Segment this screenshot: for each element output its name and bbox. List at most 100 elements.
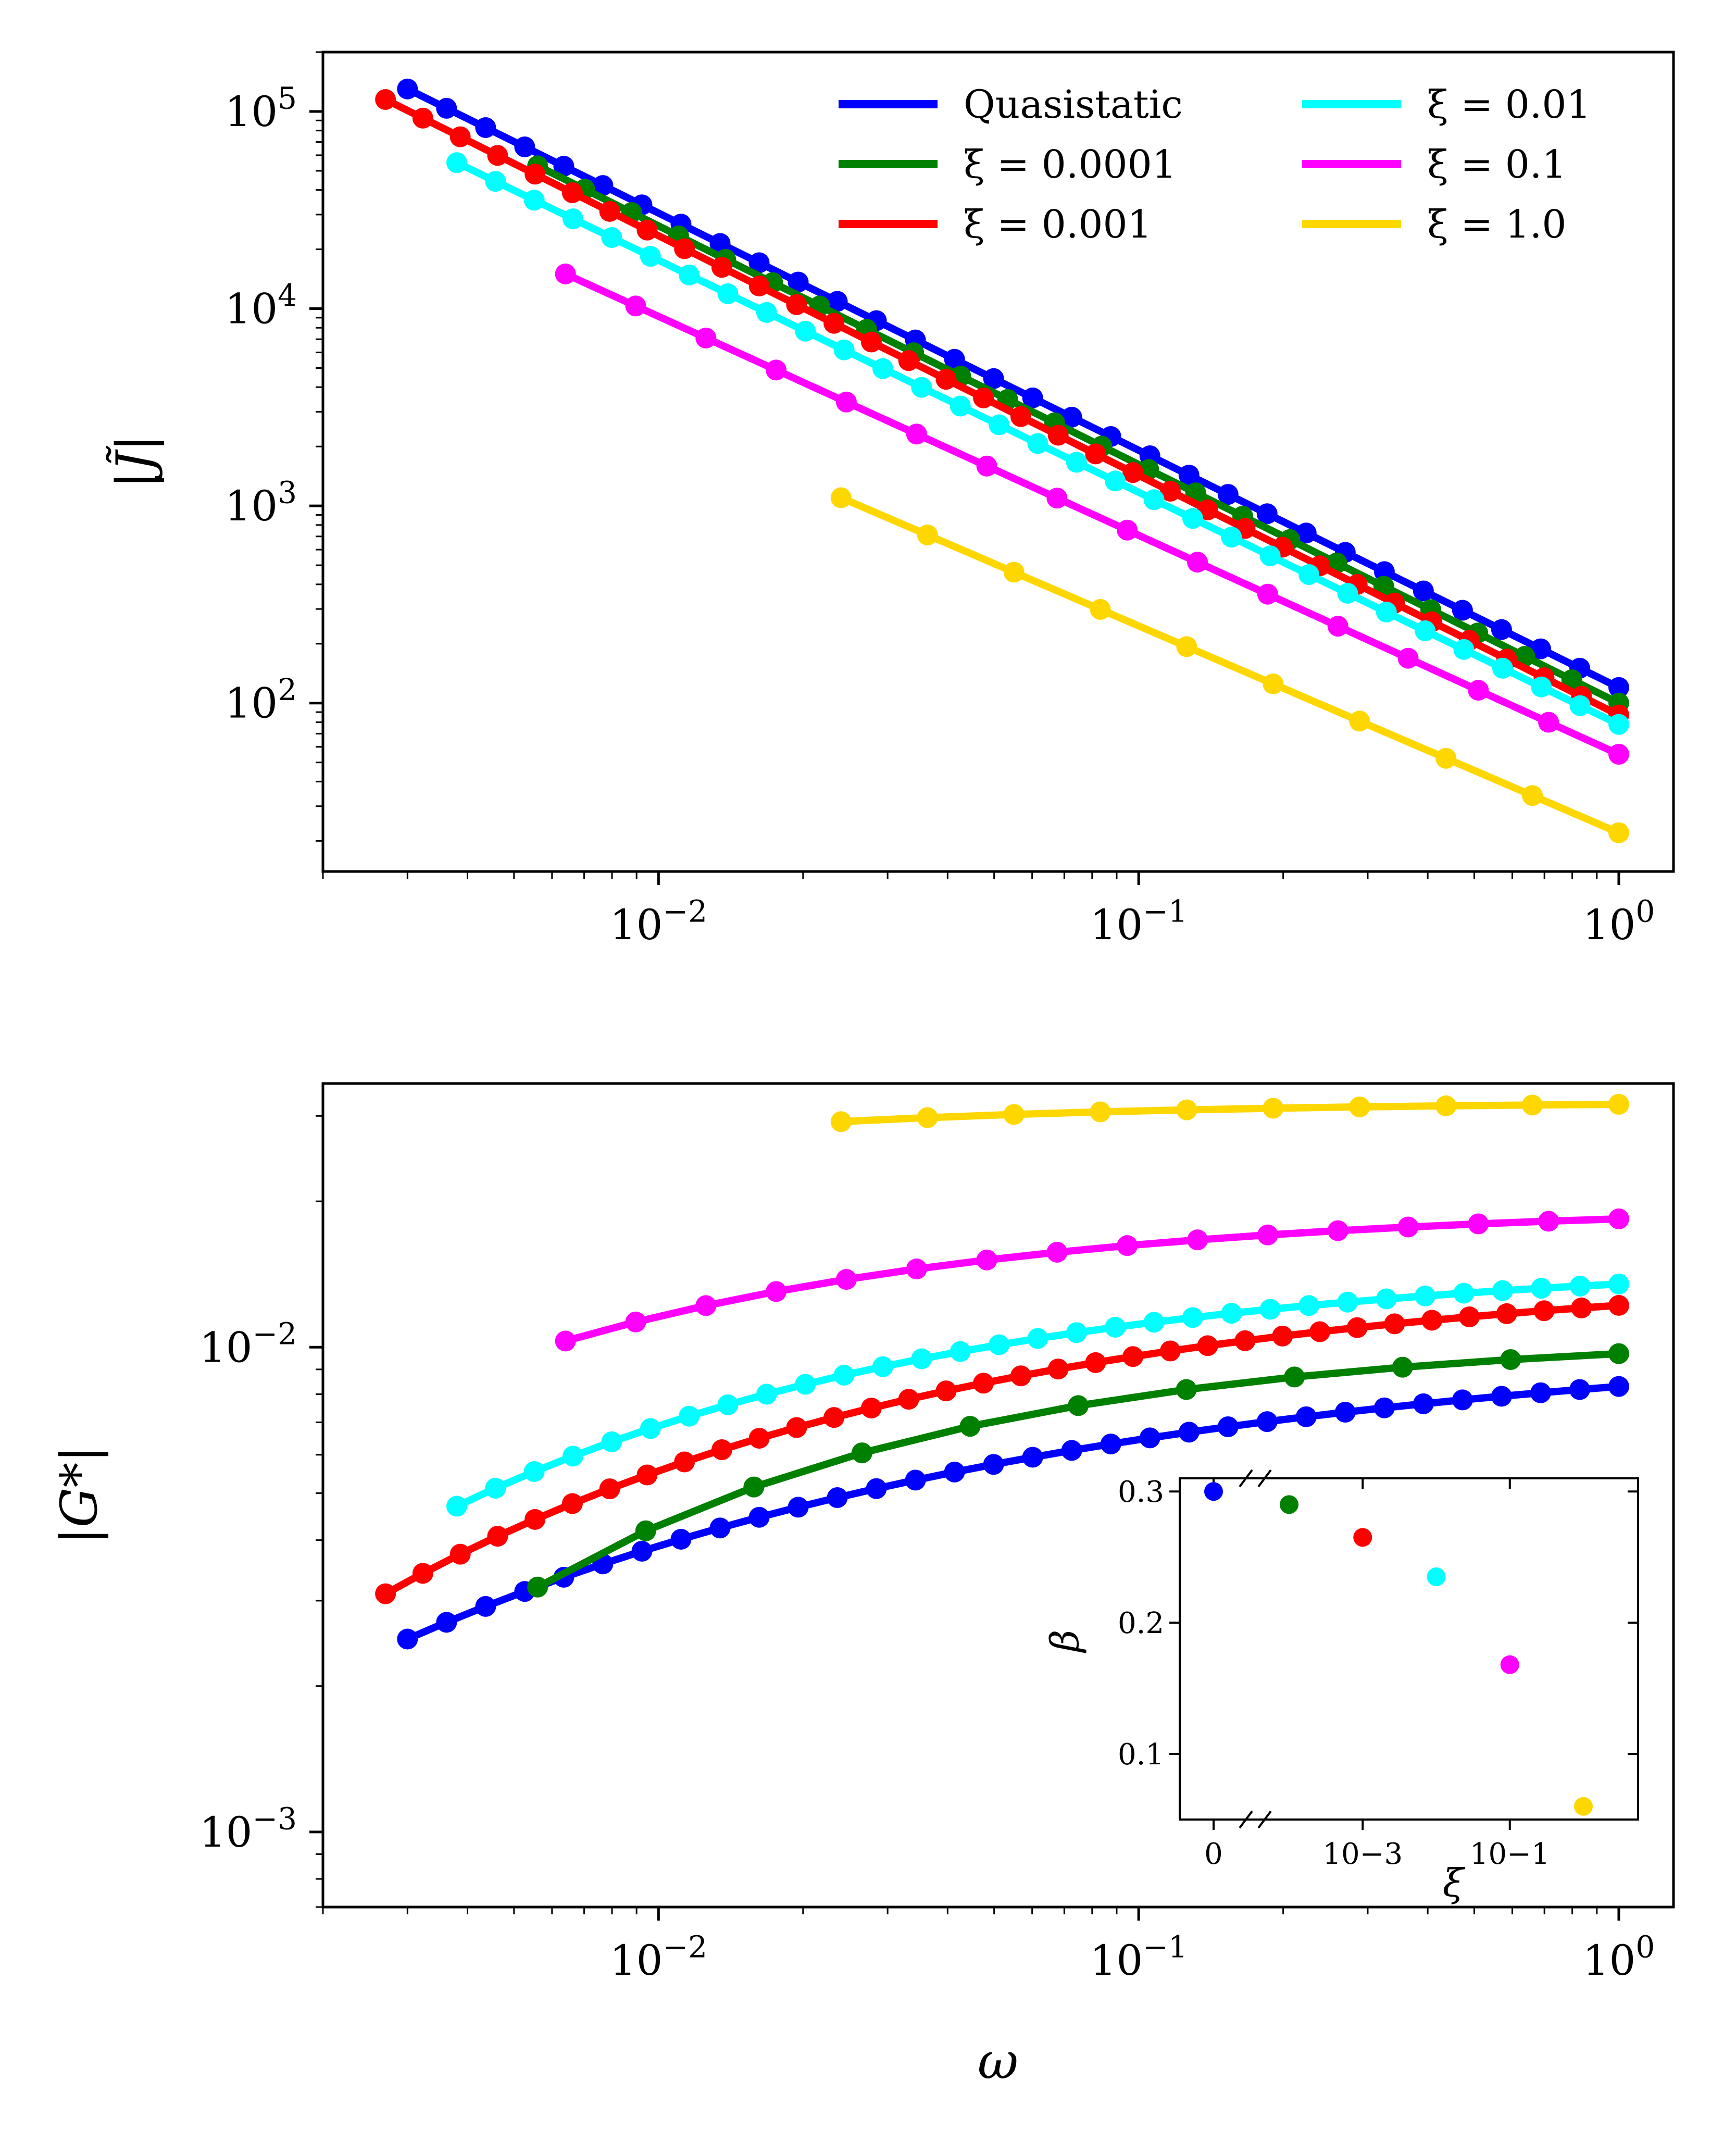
legend-item: ξ = 0.1	[1302, 142, 1567, 187]
bottom-x-tick-label: 100	[1583, 1929, 1655, 1985]
bottom-data-point	[1027, 1328, 1048, 1349]
bottom-data-point	[1259, 1299, 1281, 1320]
bottom-data-point	[631, 1540, 653, 1562]
bottom-data-point	[1010, 1365, 1031, 1387]
bottom-data-point	[1197, 1335, 1218, 1356]
top-data-point	[1468, 680, 1489, 701]
bottom-data-point	[670, 1528, 692, 1550]
bottom-data-point	[1217, 1416, 1239, 1437]
bottom-data-point	[1272, 1325, 1293, 1347]
bottom-x-tick-label: 10−1	[1090, 1929, 1187, 1985]
top-data-point	[1608, 822, 1629, 843]
bottom-data-point	[475, 1596, 496, 1617]
top-data-point	[1413, 580, 1434, 602]
bottom-data-point	[1452, 1389, 1473, 1411]
legend-label: ξ = 0.0001	[964, 142, 1177, 187]
bottom-data-point	[1397, 1216, 1419, 1238]
bottom-data-point	[959, 1416, 981, 1437]
bottom-data-point	[1100, 1434, 1121, 1455]
bottom-data-point	[1068, 1395, 1089, 1416]
top-data-point	[1397, 647, 1419, 669]
bottom-data-point	[1608, 1376, 1629, 1397]
legend-label: ξ = 0.001	[964, 202, 1152, 247]
top-data-point	[514, 136, 535, 158]
bottom-data-point	[827, 1487, 848, 1509]
bottom-y-tick-label: 10−2	[199, 1316, 297, 1372]
top-data-point	[375, 89, 396, 110]
top-data-point	[436, 97, 457, 119]
inset-y-tick-label: 0.1	[1118, 1738, 1164, 1772]
bottom-y-tick-label-base: 10	[199, 1808, 253, 1857]
bottom-data-point	[1346, 1317, 1368, 1338]
bottom-data-point	[563, 1446, 584, 1467]
top-data-point	[1003, 562, 1025, 583]
top-data-point	[449, 126, 471, 147]
bottom-data-point	[1221, 1303, 1242, 1324]
bottom-data-point	[1046, 1241, 1068, 1263]
bottom-data-point	[1415, 1285, 1436, 1306]
top-data-point	[1531, 676, 1552, 697]
top-data-point	[1376, 601, 1397, 622]
bottom-data-point	[1458, 1306, 1480, 1327]
bottom-data-point	[446, 1496, 467, 1517]
bottom-data-point	[601, 1431, 622, 1452]
bottom-data-point	[1608, 1208, 1629, 1229]
legend-label: Quasistatic	[964, 82, 1183, 127]
top-data-point	[711, 257, 732, 278]
top-data-point	[412, 107, 433, 129]
top-data-point	[1066, 452, 1087, 473]
top-data-point	[625, 295, 646, 317]
top-x-tick-label-base: 10	[610, 901, 663, 949]
bottom-data-point	[711, 1439, 732, 1461]
top-data-point	[487, 145, 508, 166]
bottom-data-point	[1298, 1295, 1320, 1316]
top-y-tick-label-exponent: 4	[278, 278, 297, 313]
top-x-tick-label-base: 10	[1090, 901, 1143, 949]
inset-point	[1280, 1495, 1298, 1514]
bottom-data-point	[1608, 1294, 1629, 1316]
top-data-point	[1090, 599, 1111, 620]
legend-item: Quasistatic	[839, 82, 1183, 127]
bottom-x-tick-label-base: 10	[1583, 1936, 1636, 1985]
bottom-data-point	[1139, 1427, 1160, 1449]
bottom-data-point	[1492, 1280, 1513, 1301]
bottom-data-point	[1187, 1229, 1208, 1251]
bottom-data-point	[1522, 1094, 1543, 1116]
top-data-point	[679, 264, 700, 285]
bottom-data-point	[527, 1576, 548, 1598]
top-data-point	[827, 291, 848, 312]
inset-point	[1500, 1655, 1519, 1674]
bottom-data-point	[1090, 1101, 1111, 1123]
top-data-point	[795, 320, 816, 342]
bottom-data-point	[1176, 1379, 1197, 1400]
top-data-point	[695, 327, 717, 348]
bottom-data-point	[1178, 1422, 1200, 1443]
bottom-data-point	[1413, 1393, 1434, 1414]
bottom-x-tick-label-base: 10	[1090, 1936, 1143, 1985]
top-data-point	[636, 219, 658, 241]
bottom-data-point	[917, 1107, 938, 1128]
top-data-point	[1176, 636, 1197, 657]
bottom-data-point	[743, 1476, 765, 1498]
top-data-point	[1608, 744, 1629, 765]
bottom-data-point	[1003, 1104, 1025, 1125]
bottom-data-point	[1608, 1274, 1629, 1295]
legend-label: ξ = 0.01	[1427, 82, 1591, 127]
bottom-data-point	[635, 1520, 656, 1541]
bottom-data-point	[1608, 1343, 1629, 1364]
bottom-data-point	[449, 1543, 471, 1565]
bottom-data-point	[1531, 1278, 1552, 1299]
bottom-y-tick-label-exponent: −2	[253, 1316, 297, 1352]
bottom-data-point	[1234, 1330, 1256, 1351]
top-data-point	[1027, 433, 1048, 454]
top-data-point	[748, 276, 770, 297]
top-data-point	[599, 201, 620, 222]
bottom-data-point	[1384, 1313, 1405, 1335]
top-data-point	[523, 190, 545, 211]
bottom-data-point	[973, 1373, 994, 1394]
top-series-line	[383, 96, 1621, 718]
bottom-series-0-1	[555, 1208, 1629, 1352]
